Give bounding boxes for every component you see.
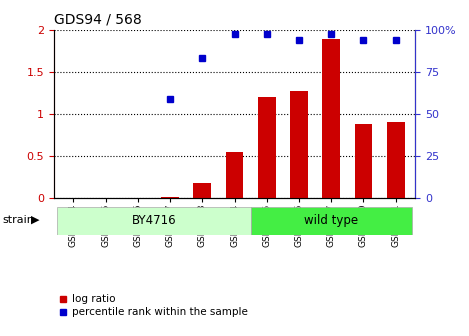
Bar — [57, 207, 250, 235]
Text: wild type: wild type — [304, 214, 358, 227]
Text: BY4716: BY4716 — [132, 214, 176, 227]
Bar — [355, 124, 372, 198]
Bar — [387, 122, 405, 198]
Legend: log ratio, percentile rank within the sample: log ratio, percentile rank within the sa… — [59, 294, 248, 317]
Bar — [226, 152, 243, 198]
Text: ▶: ▶ — [31, 215, 40, 225]
Bar — [250, 207, 412, 235]
Bar — [161, 197, 179, 198]
Text: GDS94 / 568: GDS94 / 568 — [54, 12, 142, 26]
Bar — [258, 97, 276, 198]
Bar — [290, 91, 308, 198]
Bar — [193, 183, 211, 198]
Text: strain: strain — [2, 215, 34, 225]
Bar — [322, 39, 340, 198]
